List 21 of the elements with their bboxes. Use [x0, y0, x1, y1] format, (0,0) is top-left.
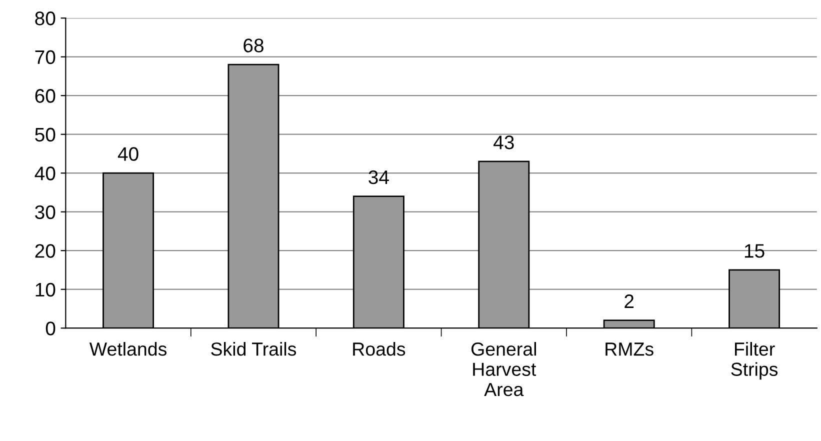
- x-tick-label: Filter Strips: [731, 342, 778, 380]
- x-tick-label: General Harvest Area: [471, 342, 536, 396]
- y-tick-label: 50: [35, 128, 56, 142]
- x-tick-label: RMZs: [606, 342, 654, 356]
- y-tick-label: 70: [35, 50, 56, 64]
- x-tick-label: Roads: [353, 342, 406, 356]
- x-tick-label: Skid Trails: [211, 342, 296, 356]
- x-tick-label: Wetlands: [89, 342, 167, 356]
- y-tick-label: 40: [34, 166, 56, 180]
- y-tick-label: 10: [36, 282, 56, 297]
- y-tick-label: 20: [35, 244, 56, 258]
- data-label: 40: [118, 147, 138, 161]
- y-tick-label: 80: [35, 12, 56, 26]
- data-label: 43: [494, 136, 514, 150]
- data-label: 34: [368, 170, 389, 184]
- data-label: 2: [624, 294, 634, 308]
- y-tick-label: 30: [35, 205, 56, 220]
- data-label: 68: [244, 38, 264, 52]
- data-label: 15: [744, 244, 764, 258]
- y-tick-label: 60: [35, 89, 56, 103]
- y-tick-label: 0: [46, 322, 56, 336]
